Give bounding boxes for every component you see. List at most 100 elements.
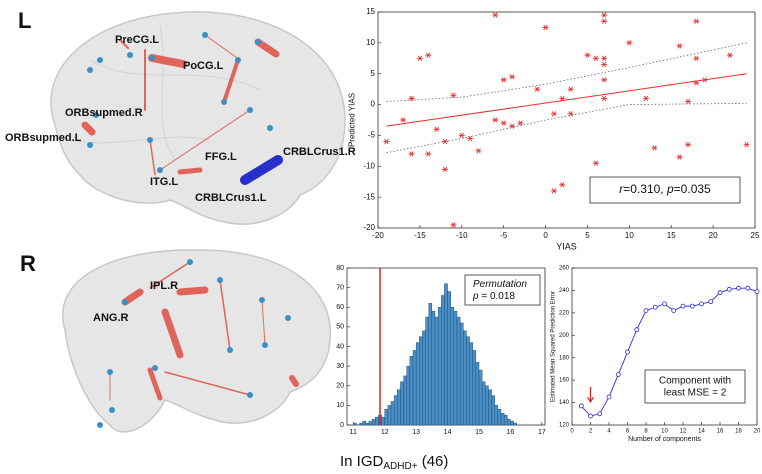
data-point [601, 55, 608, 61]
y-tick-label: 200 [559, 333, 570, 339]
x-tick-label: -20 [372, 231, 384, 240]
x-axis-label: Number of components [628, 436, 701, 443]
line-marker [652, 304, 658, 310]
line-marker [745, 285, 751, 291]
x-tick-label: 10 [661, 429, 668, 435]
caption-sub: ADHD+ [383, 461, 417, 472]
data-point [509, 74, 516, 80]
bar [431, 310, 436, 426]
data-point [592, 160, 599, 166]
bar [488, 389, 492, 426]
line-marker [606, 394, 612, 400]
region-label: CRBLCrus1.L [195, 192, 267, 204]
data-point [517, 120, 524, 126]
bar [444, 283, 448, 426]
x-tick-label: 2 [589, 429, 593, 435]
bar [497, 409, 502, 426]
bar [469, 342, 473, 426]
annotation-part: =0.035 [674, 182, 711, 196]
bar [365, 422, 370, 426]
bar [513, 422, 517, 426]
annotation: least MSE = 2 [664, 388, 727, 399]
bar [393, 395, 398, 426]
data-point [442, 138, 449, 145]
data-point [416, 55, 423, 61]
data-point [601, 61, 608, 68]
line-marker [680, 303, 686, 309]
data-point [643, 95, 650, 102]
x-axis-label: YIAS [556, 242, 577, 252]
x-tick-label: -10 [456, 231, 468, 240]
y-tick-label: 140 [559, 400, 570, 406]
x-tick-label: 18 [735, 429, 742, 435]
bar [371, 418, 376, 426]
annotation-part: Permutation [473, 279, 527, 290]
data-point [651, 145, 658, 151]
line-marker [578, 403, 584, 409]
bar [447, 291, 451, 426]
x-tick-label: -5 [500, 231, 508, 240]
y-tick-label: -15 [363, 192, 375, 201]
region-label: PoCG.L [183, 60, 224, 72]
line-marker [717, 290, 723, 296]
bar [485, 385, 489, 426]
y-tick-label: 260 [559, 266, 570, 272]
bar [456, 316, 461, 426]
annotation-part: r [619, 182, 624, 196]
brain-top [50, 11, 346, 225]
bar [359, 422, 363, 426]
data-point [626, 40, 633, 46]
data-point [400, 117, 407, 123]
bar [428, 303, 433, 426]
data-point [601, 77, 608, 83]
x-tick-label: 12 [680, 429, 687, 435]
x-tick-label: 14 [698, 429, 705, 435]
bar [397, 389, 401, 426]
annotation-part: =0.310, [623, 182, 667, 196]
data-point [534, 86, 541, 92]
x-tick-label: 0 [570, 429, 574, 435]
bar [437, 307, 442, 426]
bar [503, 414, 508, 426]
bar [415, 342, 420, 426]
data-point [550, 111, 557, 117]
x-tick-label: 10 [625, 231, 634, 240]
data-point [726, 52, 733, 58]
bar [441, 295, 445, 426]
line-marker [597, 411, 603, 417]
region-label: CRBLCrus1.R [283, 146, 356, 158]
x-tick-label: 12 [381, 429, 389, 436]
bar [400, 381, 404, 426]
data-point [492, 117, 499, 123]
line-marker [726, 286, 732, 292]
data-point [425, 52, 432, 58]
data-point [450, 92, 457, 98]
annotation: r=0.310, p=0.035 [619, 182, 711, 196]
annotation-box [589, 176, 741, 204]
data-point [550, 188, 557, 194]
data-point [425, 151, 432, 157]
bar [381, 416, 385, 426]
data-point [467, 135, 474, 142]
annotation: Component with [659, 376, 731, 387]
y-tick-label: 40 [336, 343, 344, 350]
bar [387, 405, 392, 426]
y-tick-label: 30 [336, 363, 344, 370]
data-point [542, 24, 549, 31]
min-arrow [586, 387, 595, 404]
y-tick-label: 0 [371, 100, 376, 109]
panel-label: L [18, 8, 31, 33]
bar [481, 381, 486, 426]
data-point [584, 52, 591, 58]
data-point [684, 98, 691, 105]
bar [353, 422, 357, 426]
bar [425, 316, 429, 426]
confidence-band [386, 42, 747, 102]
bar [494, 405, 499, 426]
region-label: ITG.L [150, 176, 178, 188]
x-tick-label: -15 [414, 231, 426, 240]
data-point [693, 18, 700, 24]
x-tick-label: 13 [412, 429, 420, 436]
